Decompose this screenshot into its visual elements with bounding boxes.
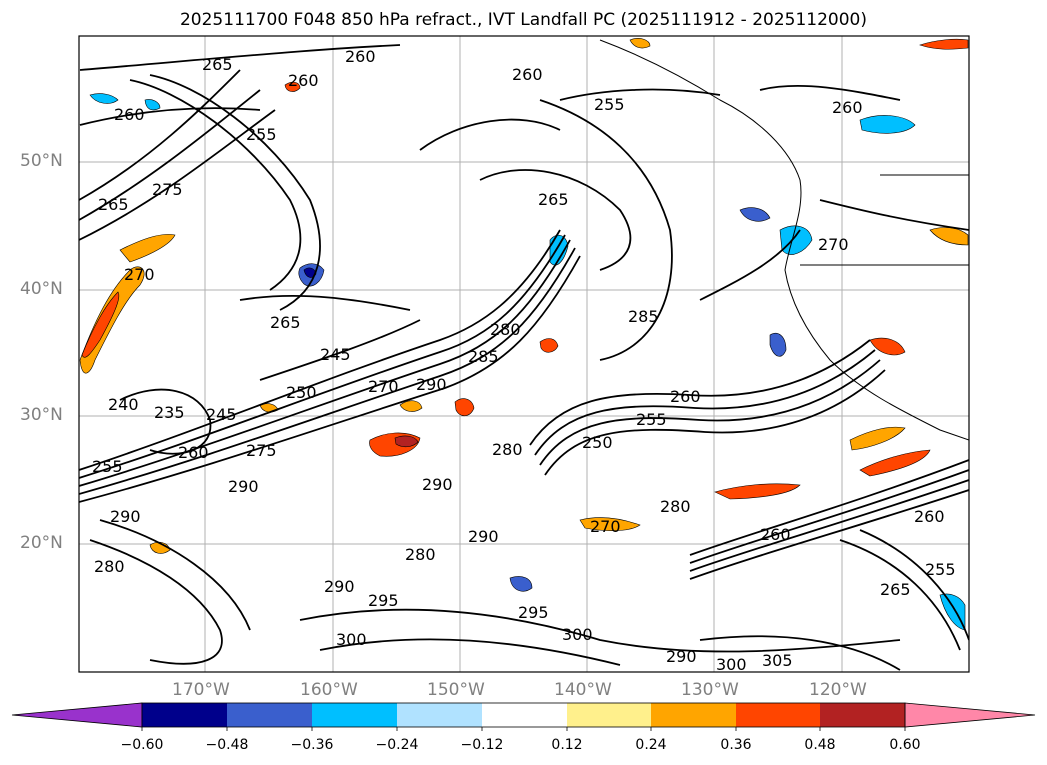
colorbar-bin [736, 703, 820, 727]
contour-label: 260 [178, 443, 209, 462]
contour-label: 290 [324, 577, 355, 596]
contour-label: 240 [108, 395, 139, 414]
contour-label: 275 [246, 441, 277, 460]
map-frame [78, 35, 970, 673]
contour-label: 265 [538, 190, 569, 209]
lon-label-170w: 170°W [172, 680, 230, 700]
colorbar-outline [141, 702, 906, 728]
colorbar-tick-label: −0.48 [205, 737, 249, 753]
colorbar-tick-label: −0.36 [290, 737, 334, 753]
colorbar-tick-label: −0.24 [375, 737, 419, 753]
contour-label: 280 [492, 440, 523, 459]
contour-label: 260 [832, 98, 863, 117]
colorbar-tick-label: −0.12 [460, 737, 504, 753]
contour-label: 295 [368, 591, 399, 610]
contour-label: 280 [94, 557, 125, 576]
contour-label: 260 [760, 525, 791, 544]
lat-label-20n: 20°N [20, 533, 63, 553]
contour-label: 245 [320, 345, 351, 364]
colorbar-tick-label: 0.24 [635, 737, 667, 753]
lon-label-150w: 150°W [427, 680, 485, 700]
colorbar-bin [567, 703, 651, 727]
contour-label: 300 [716, 655, 747, 674]
contour-label: 255 [246, 125, 277, 144]
contour-label: 270 [368, 377, 399, 396]
colorbar-tick-label: 0.48 [804, 737, 836, 753]
contour-label: 255 [92, 457, 123, 476]
contour-label: 255 [636, 410, 667, 429]
lon-label-120w: 120°W [809, 680, 867, 700]
lon-label-130w: 130°W [681, 680, 739, 700]
colorbar-tick-label: 0.36 [720, 737, 752, 753]
contour-label: 285 [468, 347, 499, 366]
colorbar-bin [397, 703, 482, 727]
gridlines [79, 36, 969, 672]
contour-label: 280 [660, 497, 691, 516]
contour-label: 250 [582, 433, 613, 452]
contour-label: 270 [818, 235, 849, 254]
contour-label: 280 [490, 320, 521, 339]
contour-label: 290 [110, 507, 141, 526]
colorbar-tick-label: 0.60 [889, 737, 921, 753]
colorbar-bin [651, 703, 736, 727]
contour-label: 260 [345, 47, 376, 66]
contour-label: 255 [925, 560, 956, 579]
colorbar-bin [820, 703, 905, 727]
colorbar-tick-label: −0.60 [120, 737, 164, 753]
lon-label-160w: 160°W [300, 680, 358, 700]
contour-label: 290 [228, 477, 259, 496]
contour-label: 300 [336, 630, 367, 649]
colorbar [11, 702, 1036, 731]
colorbar-bin [227, 703, 312, 727]
lat-label-40n: 40°N [20, 279, 63, 299]
contour-label: 265 [202, 55, 233, 74]
contour-label: 255 [594, 95, 625, 114]
contour-label: 265 [270, 313, 301, 332]
contour-label: 290 [416, 375, 447, 394]
contour-label: 290 [422, 475, 453, 494]
contour-label: 250 [286, 383, 317, 402]
lat-label-30n: 30°N [20, 405, 63, 425]
contour-label: 305 [762, 651, 793, 670]
contour-labels: 265 260 260 260 255 260 255 265 275 265 … [92, 47, 956, 674]
contour-label: 280 [405, 545, 436, 564]
colorbar-extend-low [11, 702, 143, 728]
colorbar-bin [482, 703, 567, 727]
contour-label: 290 [666, 647, 697, 666]
contour-label: 275 [152, 180, 183, 199]
contour-label: 290 [468, 527, 499, 546]
lon-label-140w: 140°W [554, 680, 612, 700]
contour-label: 235 [154, 403, 185, 422]
colorbar-bin [312, 703, 397, 727]
contour-label: 270 [590, 517, 621, 536]
colorbar-bin [142, 703, 227, 727]
colorbar-tick-label: 0.12 [551, 737, 583, 753]
figure-title: 2025111700 F048 850 hPa refract., IVT La… [179, 10, 867, 30]
shaded-anomalies [79, 38, 969, 631]
contour-label: 260 [512, 65, 543, 84]
contour-label: 260 [670, 387, 701, 406]
contour-label: 265 [880, 580, 911, 599]
contour-label: 300 [562, 625, 593, 644]
colorbar-extend-high [904, 702, 1036, 728]
contour-label: 260 [114, 105, 145, 124]
contour-label: 260 [914, 507, 945, 526]
coastline [599, 39, 969, 441]
contour-label: 260 [288, 71, 319, 90]
lat-label-50n: 50°N [20, 151, 63, 171]
contour-label: 295 [518, 603, 549, 622]
contour-label: 245 [206, 405, 237, 424]
contour-label: 285 [628, 307, 659, 326]
contour-label: 265 [98, 195, 129, 214]
map-background [79, 36, 969, 672]
contour-label: 270 [124, 265, 155, 284]
